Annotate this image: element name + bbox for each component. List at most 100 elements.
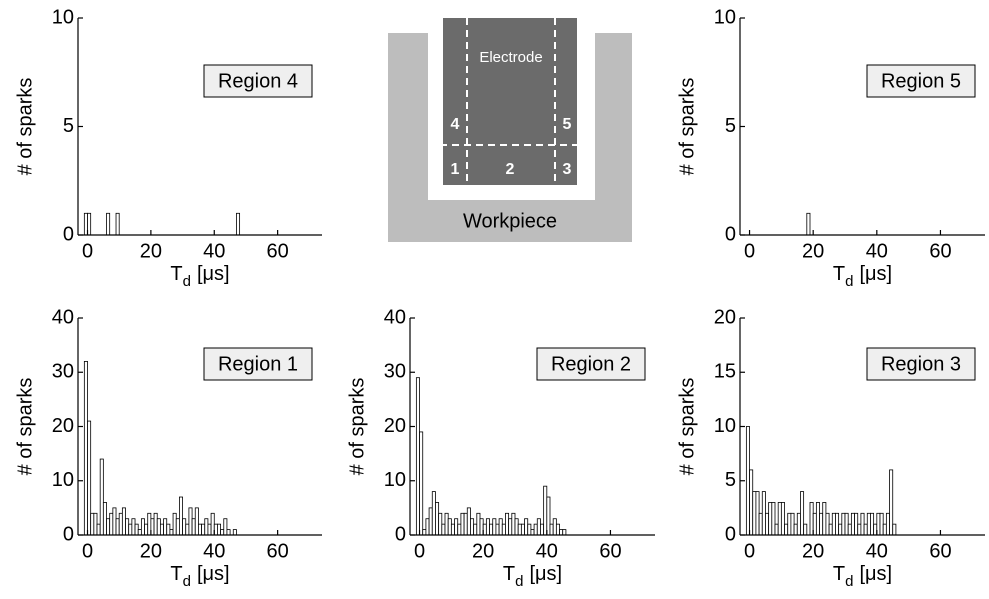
x-tick-label: 60 <box>929 540 951 562</box>
bar <box>499 519 502 535</box>
x-label-subscript: d <box>183 573 191 590</box>
bar <box>750 470 753 535</box>
bar <box>778 502 781 535</box>
bar <box>893 524 896 535</box>
bar <box>855 513 858 535</box>
legend-label: Region 5 <box>881 70 961 92</box>
bar <box>759 513 762 535</box>
x-label-subscript: d <box>183 273 191 290</box>
y-tick-label: 15 <box>714 361 736 383</box>
x-tick-label: 0 <box>82 540 93 562</box>
bar <box>518 524 521 535</box>
bar <box>84 361 87 535</box>
x-label-unit: [μs] <box>197 563 230 585</box>
bar <box>845 513 848 535</box>
bar <box>537 519 540 535</box>
x-tick-label: 40 <box>536 540 558 562</box>
x-tick-label: 40 <box>203 240 225 262</box>
bar <box>816 502 819 535</box>
bar <box>858 524 861 535</box>
legend-label: Region 2 <box>551 353 631 375</box>
bar <box>138 530 141 535</box>
bar <box>851 513 854 535</box>
bar <box>753 492 756 535</box>
y-axis-label: # of sparks <box>14 378 36 476</box>
bar <box>157 519 160 535</box>
bar <box>490 524 493 535</box>
bar <box>807 213 810 235</box>
y-tick-label: 0 <box>395 523 406 545</box>
bar <box>97 524 100 535</box>
region-label: 3 <box>563 161 572 178</box>
bar <box>839 524 842 535</box>
y-tick-label: 5 <box>725 469 736 491</box>
legend-label: Region 1 <box>218 353 298 375</box>
bar <box>826 513 829 535</box>
bar <box>797 513 800 535</box>
bar <box>800 492 803 535</box>
y-tick-label: 40 <box>384 306 406 328</box>
bar <box>224 519 227 535</box>
bar <box>183 519 186 535</box>
x-tick-label: 20 <box>802 240 824 262</box>
bar <box>439 513 442 535</box>
y-tick-label: 0 <box>725 523 736 545</box>
bar <box>886 513 889 535</box>
bar <box>91 513 94 535</box>
bar <box>129 524 132 535</box>
bar <box>842 513 845 535</box>
bar <box>493 519 496 535</box>
x-label-subscript: d <box>845 573 853 590</box>
x-label-symbol: T <box>503 563 515 585</box>
bar <box>531 530 534 535</box>
bar <box>132 519 135 535</box>
x-label-symbol: T <box>170 263 182 285</box>
bar <box>544 486 547 535</box>
region-label: 2 <box>506 161 515 178</box>
y-tick-label: 10 <box>384 469 406 491</box>
bar <box>116 213 119 235</box>
bar <box>416 378 419 535</box>
y-tick-label: 20 <box>384 415 406 437</box>
y-tick-label: 20 <box>52 415 74 437</box>
bar <box>496 524 499 535</box>
x-label-subscript: d <box>515 573 523 590</box>
x-tick-label: 40 <box>203 540 225 562</box>
bar <box>221 530 224 535</box>
region-label: 1 <box>451 161 460 178</box>
bar <box>88 421 91 535</box>
x-tick-label: 60 <box>267 240 289 262</box>
bar <box>762 492 765 535</box>
bar <box>195 508 198 535</box>
bar <box>217 524 220 535</box>
bar <box>141 519 144 535</box>
bar <box>890 470 893 535</box>
bar <box>781 502 784 535</box>
x-axis-label: Td[μs] <box>170 263 229 290</box>
bar <box>512 513 515 535</box>
bar <box>448 519 451 535</box>
bar <box>861 513 864 535</box>
y-tick-label: 10 <box>52 469 74 491</box>
bar <box>563 530 566 535</box>
x-tick-label: 0 <box>82 240 93 262</box>
bar <box>547 497 550 535</box>
bar <box>835 513 838 535</box>
bar <box>116 519 119 535</box>
x-tick-label: 40 <box>866 240 888 262</box>
legend-label: Region 3 <box>881 353 961 375</box>
bar <box>521 524 524 535</box>
bar <box>772 502 775 535</box>
bar <box>205 519 208 535</box>
bar <box>126 519 129 535</box>
bar <box>186 524 189 535</box>
bar <box>110 513 113 535</box>
bar <box>100 459 103 535</box>
bar <box>103 502 106 535</box>
bar <box>455 519 458 535</box>
bar <box>502 524 505 535</box>
bar <box>464 513 467 535</box>
region-label: 4 <box>451 116 460 133</box>
bar <box>426 519 429 535</box>
